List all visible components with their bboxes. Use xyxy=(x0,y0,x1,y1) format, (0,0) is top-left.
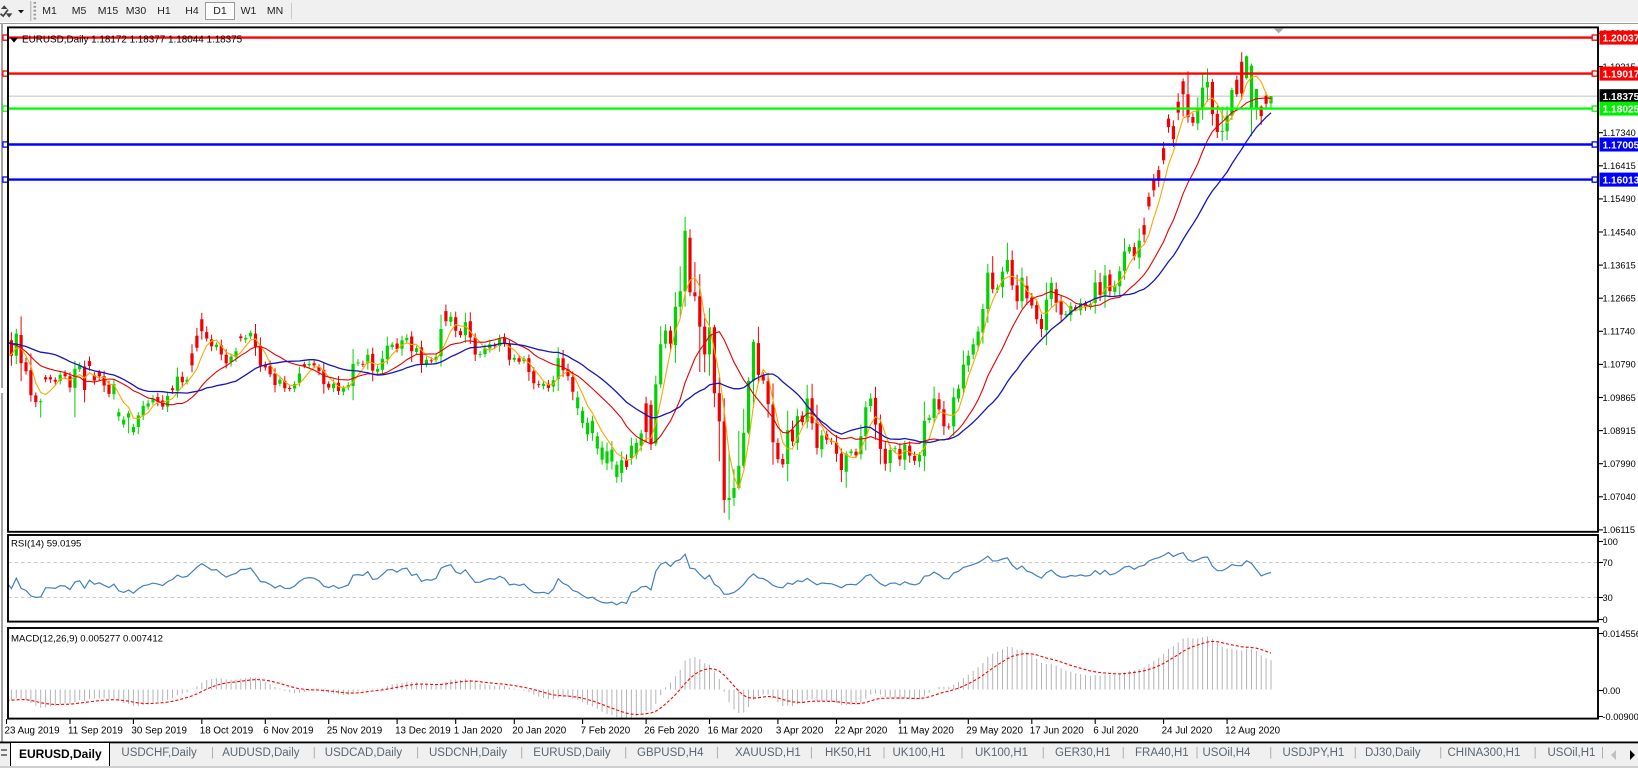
svg-text:100: 100 xyxy=(1603,537,1618,547)
svg-text:3 Apr 2020: 3 Apr 2020 xyxy=(776,726,824,737)
svg-text:1.16415: 1.16415 xyxy=(1603,161,1636,171)
svg-text:1.13615: 1.13615 xyxy=(1603,260,1636,270)
svg-text:1.17005: 1.17005 xyxy=(1603,140,1638,151)
svg-text:23 Aug 2019: 23 Aug 2019 xyxy=(5,726,60,737)
svg-text:1 Jan 2020: 1 Jan 2020 xyxy=(454,726,503,737)
svg-text:26 Feb 2020: 26 Feb 2020 xyxy=(644,726,700,737)
svg-text:1.14540: 1.14540 xyxy=(1603,227,1636,237)
svg-text:6 Nov 2019: 6 Nov 2019 xyxy=(263,726,313,737)
svg-text:1.10790: 1.10790 xyxy=(1603,360,1636,370)
svg-text:30 Sep 2019: 30 Sep 2019 xyxy=(131,726,187,737)
svg-text:1.17340: 1.17340 xyxy=(1603,128,1636,138)
svg-text:0.00: 0.00 xyxy=(1603,686,1621,696)
svg-text:70: 70 xyxy=(1603,558,1613,568)
svg-text:MACD(12,26,9) 0.005277 0.00741: MACD(12,26,9) 0.005277 0.007412 xyxy=(11,634,163,645)
svg-text:RSI(14) 59.0195: RSI(14) 59.0195 xyxy=(11,539,81,550)
svg-text:1.11740: 1.11740 xyxy=(1603,327,1636,337)
svg-text:25 Nov 2019: 25 Nov 2019 xyxy=(327,726,383,737)
svg-text:30: 30 xyxy=(1603,593,1613,603)
svg-text:17 Jun 2020: 17 Jun 2020 xyxy=(1030,726,1084,737)
svg-text:29 May 2020: 29 May 2020 xyxy=(966,726,1023,737)
svg-text:1.18025: 1.18025 xyxy=(1603,104,1638,115)
svg-text:6 Jul 2020: 6 Jul 2020 xyxy=(1093,726,1139,737)
svg-text:1.20037: 1.20037 xyxy=(1603,33,1638,44)
svg-text:11 May 2020: 11 May 2020 xyxy=(898,726,954,737)
svg-text:1.09865: 1.09865 xyxy=(1603,393,1636,403)
svg-text:18 Oct 2019: 18 Oct 2019 xyxy=(200,726,253,737)
svg-text:EURUSD,Daily 1.18172 1.18377: EURUSD,Daily 1.18172 1.18377 1.18044 1.1… xyxy=(22,35,243,46)
svg-text:1.07990: 1.07990 xyxy=(1603,459,1636,469)
svg-text:22 Apr 2020: 22 Apr 2020 xyxy=(835,726,888,737)
svg-text:7 Feb 2020: 7 Feb 2020 xyxy=(581,726,631,737)
svg-text:0.014556: 0.014556 xyxy=(1603,629,1638,639)
svg-text:12 Aug 2020: 12 Aug 2020 xyxy=(1225,726,1281,737)
svg-text:20 Jan 2020: 20 Jan 2020 xyxy=(512,726,566,737)
svg-text:1.19017: 1.19017 xyxy=(1603,69,1638,80)
svg-text:1.12665: 1.12665 xyxy=(1603,294,1636,304)
svg-text:1.15490: 1.15490 xyxy=(1603,194,1636,204)
svg-text:1.08915: 1.08915 xyxy=(1603,426,1636,436)
svg-text:13 Dec 2019: 13 Dec 2019 xyxy=(395,726,451,737)
svg-text:1.18375: 1.18375 xyxy=(1603,92,1638,103)
svg-text:1.06115: 1.06115 xyxy=(1603,525,1636,535)
svg-text:-0.00900: -0.00900 xyxy=(1603,712,1638,722)
svg-text:1.16013: 1.16013 xyxy=(1603,175,1638,186)
svg-text:0: 0 xyxy=(1603,615,1608,625)
svg-text:16 Mar 2020: 16 Mar 2020 xyxy=(708,726,764,737)
svg-text:1.07040: 1.07040 xyxy=(1603,492,1636,502)
svg-text:11 Sep 2019: 11 Sep 2019 xyxy=(68,726,123,737)
svg-text:24 Jul 2020: 24 Jul 2020 xyxy=(1162,726,1213,737)
